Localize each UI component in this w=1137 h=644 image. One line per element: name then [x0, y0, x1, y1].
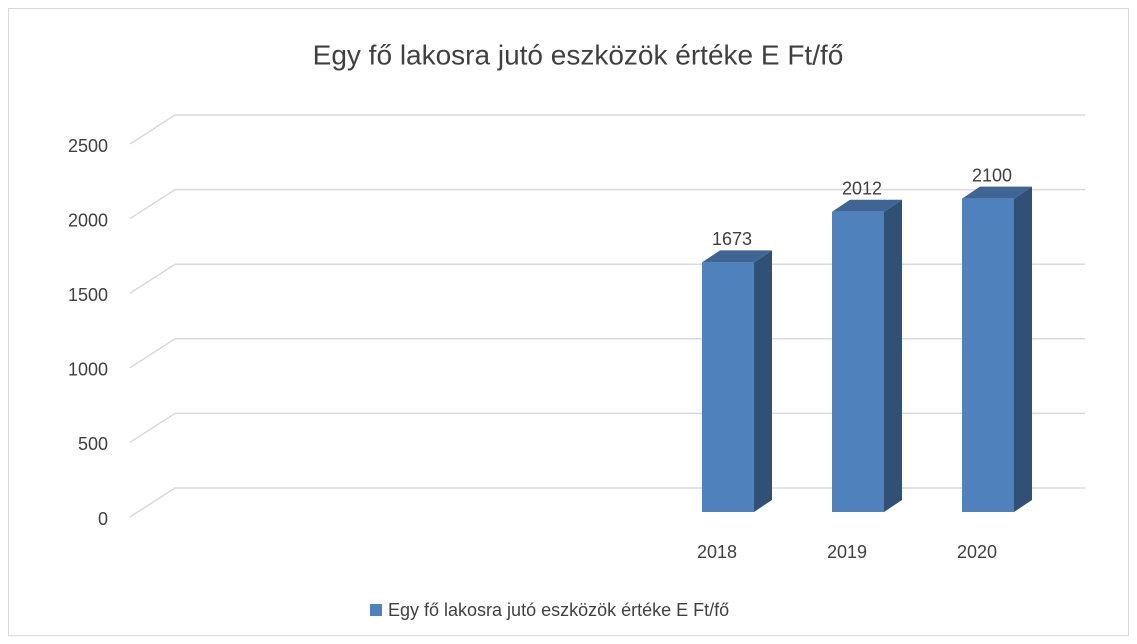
legend-label: Egy fő lakosra jutó eszközök értéke E Ft… [388, 600, 729, 620]
bar [962, 186, 1032, 512]
y-tick-label: 2000 [68, 210, 108, 230]
y-tick-label: 1000 [68, 360, 108, 380]
bar-side [884, 199, 902, 512]
bar [832, 199, 902, 512]
y-tick-label: 0 [98, 509, 108, 529]
data-label: 2012 [842, 179, 882, 199]
grid-line [129, 412, 1085, 444]
legend-swatch [370, 604, 382, 616]
bar-side [754, 250, 772, 512]
bar-top [702, 250, 772, 263]
y-tick-label: 500 [78, 434, 108, 454]
bar-front [962, 198, 1014, 512]
grid-line [129, 263, 1085, 294]
chart-border [8, 8, 1129, 636]
bar-front [832, 211, 884, 512]
grid-line [129, 114, 1085, 145]
bar-side [1014, 186, 1032, 512]
data-label: 2100 [972, 165, 1012, 185]
grid-line [129, 487, 1085, 518]
bar-front [702, 262, 754, 512]
bar-top [962, 186, 1032, 199]
x-tick-label: 2019 [827, 542, 867, 562]
chart-title: Egy fő lakosra jutó eszközök értéke E Ft… [313, 39, 844, 70]
y-tick-label: 1500 [68, 285, 108, 305]
bar-top [832, 199, 902, 212]
y-tick-label: 2500 [68, 136, 108, 156]
grid-line [129, 338, 1085, 369]
x-tick-label: 2018 [697, 542, 737, 562]
grid-line [129, 188, 1085, 220]
data-label: 1673 [712, 229, 752, 249]
bar [702, 250, 772, 512]
x-tick-label: 2020 [957, 542, 997, 562]
